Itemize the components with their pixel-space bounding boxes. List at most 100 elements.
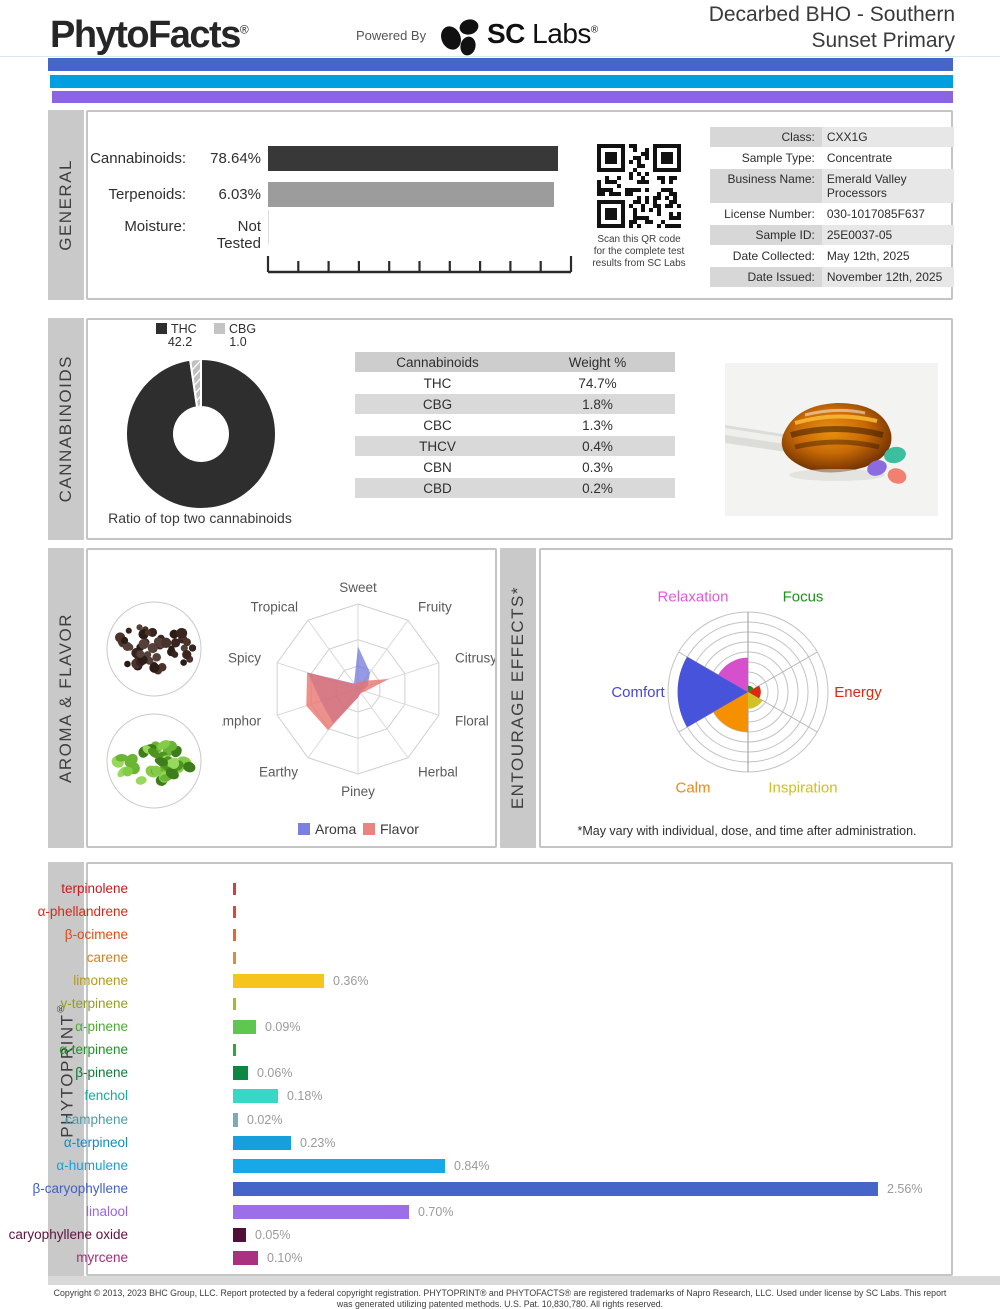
terpene-zero-tick <box>233 929 236 942</box>
entourage-disclaimer: *May vary with individual, dose, and tim… <box>577 824 917 838</box>
entourage-label-focus: Focus <box>783 589 824 606</box>
phytoprint-row: α-terpineol 0.23% <box>0 1132 900 1155</box>
sample-info-table: Class: CXX1G Sample Type: Concentrate Busine… <box>710 127 954 288</box>
legend-label: Flavor <box>380 821 419 837</box>
cannabinoid-name: CBC <box>423 417 452 433</box>
phytoprint-row: carene <box>0 947 900 970</box>
phytofacts-logo: PhytoFacts® <box>50 14 249 56</box>
cannabinoid-weight: 74.7% <box>578 375 617 391</box>
sample-photo <box>725 363 938 516</box>
footer-line1: Copyright © 2013, 2023 BHC Group, LLC. R… <box>53 1288 947 1298</box>
terpene-bar <box>233 1135 291 1150</box>
terpene-zero-tick <box>233 998 236 1011</box>
qr-caption: Scan this QR code for the complete test re… <box>585 234 693 270</box>
cannabinoid-weight: 1.3% <box>582 417 613 433</box>
radar-axis-label: Floral <box>455 714 489 729</box>
terpene-name: limonene <box>73 973 128 989</box>
radar-axis-label: Sweet <box>339 580 377 595</box>
phytoprint-row: α-humulene 0.84% <box>0 1155 900 1178</box>
accent-stripe-blue <box>48 58 953 71</box>
phytoprint-row: γ-terpinene <box>0 993 900 1016</box>
entourage-wedge-relaxation <box>718 657 748 692</box>
terpene-bar <box>233 1066 248 1081</box>
cannabinoid-donut-chart <box>125 357 277 510</box>
phytoprint-row: terpinolene <box>0 878 900 901</box>
sample-title-line1: Decarbed BHO - Southern <box>708 3 955 26</box>
entourage-label-energy: Energy <box>834 684 882 701</box>
tab-cannabinoids: CANNABINOIDS <box>48 318 84 540</box>
cannabinoid-row: THC 74.7% <box>355 373 675 393</box>
cannabinoid-name: CBD <box>423 480 452 496</box>
cannabinoid-name: THC <box>423 375 452 391</box>
terpene-bar <box>233 1020 256 1035</box>
sclabs-logo-icon <box>441 19 479 56</box>
radar-axis-label: Tropical <box>251 599 299 614</box>
info-value: 25E0037-05 <box>821 225 954 245</box>
legend-name: THC <box>171 322 197 336</box>
cannabinoid-name: THCV <box>419 438 456 454</box>
phytoprint-box <box>86 862 953 1276</box>
terpene-value: 2.56% <box>887 1181 923 1196</box>
terpene-name: α-humulene <box>56 1157 128 1173</box>
tab-aroma-flavor: AROMA & FLAVOR <box>48 548 84 848</box>
terpene-name: α-phellandrene <box>37 904 128 920</box>
phytoprint-row: limonene 0.36% <box>0 970 900 993</box>
legend-swatch-thc <box>156 323 167 334</box>
radar-axis-label: Spicy <box>228 650 261 665</box>
terpene-bar <box>233 1204 409 1219</box>
phytoprint-row: camphene 0.02% <box>0 1109 900 1132</box>
info-label: Class: <box>710 127 822 147</box>
footer-line2: was generated utilizing patented methods… <box>336 1298 664 1309</box>
legend-name: CBG <box>229 322 257 336</box>
terpene-bar <box>233 1158 445 1173</box>
info-row: Sample ID: 25E0037-05 <box>710 225 954 245</box>
bar-baseline <box>268 210 269 244</box>
cannabinoid-weight: 1.8% <box>582 396 613 412</box>
entourage-wedge-calm <box>713 692 748 732</box>
general-row-value: 78.64% <box>210 150 261 167</box>
terpene-value: 0.18% <box>287 1089 323 1104</box>
info-value: Emerald Valley Processors <box>821 169 954 203</box>
info-value: May 12th, 2025 <box>826 249 910 263</box>
registered-mark: ® <box>239 22 249 37</box>
general-row-bar <box>268 146 558 171</box>
cannabinoid-row: THCV 0.4% <box>355 436 675 456</box>
qr-caption-line: results from SC Labs <box>592 258 686 269</box>
terpene-value: 0.06% <box>257 1066 293 1081</box>
terpene-name: linalool <box>85 1203 128 1219</box>
phytoprint-row: β-caryophyllene 2.56% <box>0 1178 922 1201</box>
terpene-zero-tick <box>233 1044 236 1057</box>
info-label: Sample ID: <box>710 225 822 245</box>
hops-photo <box>106 713 202 809</box>
entourage-polar-chart: Focus Energy Inspiration Calm Comfort Relaxat… <box>611 589 882 797</box>
terpene-name: β-pinene <box>75 1065 128 1081</box>
phytoprint-row: myrcene 0.10% <box>0 1247 900 1270</box>
phytoprint-row: α-phellandrene <box>0 901 900 924</box>
terpene-name: caryophyllene oxide <box>8 1226 128 1242</box>
header-cell: Cannabinoids <box>396 354 479 370</box>
info-label: Date Collected: <box>732 249 815 263</box>
legend-value: 42.2 <box>167 335 193 349</box>
legend-swatch-flavor <box>363 823 375 835</box>
radar-axis-label: Piney <box>341 784 375 799</box>
accent-stripe-cyan <box>50 75 953 88</box>
cannabinoid-weight: 0.4% <box>582 438 613 454</box>
phytoprint-row: fenchol 0.18% <box>0 1085 900 1108</box>
peppercorn-photo <box>106 601 202 697</box>
phytoprint-row: α-pinene 0.09% <box>0 1016 900 1039</box>
general-row-label: Cannabinoids: <box>90 150 186 167</box>
info-row: Date Issued: November 12th, 2025 <box>710 267 954 287</box>
sample-title: Decarbed BHO - Southern Sunset Primary <box>520 2 955 54</box>
terpene-bar <box>233 1181 878 1196</box>
info-row: Class: CXX1G <box>710 127 954 147</box>
powered-by-label: Powered By <box>356 28 427 43</box>
percent-ruler <box>266 256 573 274</box>
entourage-label-comfort: Comfort <box>611 684 665 701</box>
qr-caption-line: for the complete test <box>593 246 685 257</box>
terpene-value: 0.10% <box>267 1250 303 1265</box>
phytoprint-row: α-terpinene <box>0 1039 900 1062</box>
terpene-name: camphene <box>64 1111 128 1127</box>
general-row-label: Moisture: <box>124 218 186 235</box>
entourage-label-inspiration: Inspiration <box>768 779 837 796</box>
tab-entourage-effects: ENTOURAGE EFFECTS* <box>500 548 536 848</box>
